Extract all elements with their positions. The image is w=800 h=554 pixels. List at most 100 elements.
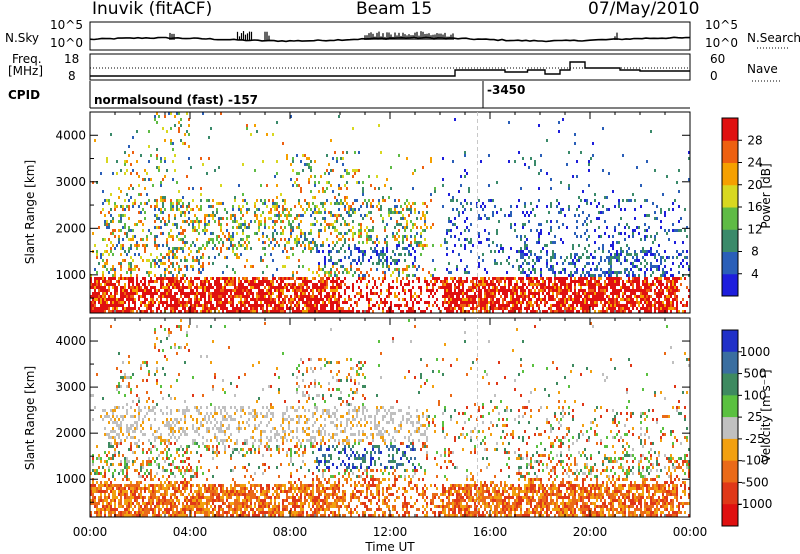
heat-cell — [490, 289, 492, 292]
heat-cell — [360, 295, 362, 298]
heat-cell — [560, 181, 562, 184]
heat-cell — [194, 220, 196, 223]
heat-cell — [496, 232, 498, 235]
heat-cell — [568, 274, 570, 277]
heat-cell — [290, 277, 292, 280]
heat-cell — [678, 205, 680, 208]
heat-cell — [104, 286, 106, 289]
heat-cell — [392, 235, 394, 238]
heat-cell — [372, 226, 374, 229]
heat-cell — [406, 265, 408, 268]
heat-cell — [334, 310, 336, 313]
heat-cell — [352, 310, 354, 313]
heat-cell — [276, 220, 278, 223]
heat-cell — [550, 298, 552, 301]
heat-cell — [372, 292, 374, 295]
heat-cell — [302, 286, 304, 289]
heat-cell — [632, 307, 634, 310]
heat-cell — [650, 130, 652, 133]
heat-cell — [404, 259, 406, 262]
heat-cell — [610, 274, 612, 277]
heat-cell — [330, 202, 332, 205]
heat-cell — [392, 211, 394, 214]
heat-cell — [180, 289, 182, 292]
heat-cell — [90, 304, 92, 307]
heat-cell — [414, 169, 416, 172]
heat-cell — [102, 289, 104, 292]
heat-cell — [624, 226, 626, 229]
heat-cell — [508, 286, 510, 289]
heat-cell — [512, 292, 514, 295]
heat-cell — [168, 289, 170, 292]
heat-cell — [320, 280, 322, 283]
heat-cell — [346, 172, 348, 175]
heat-cell — [114, 298, 116, 301]
heat-cell — [344, 220, 346, 223]
heat-cell — [632, 304, 634, 307]
heat-cell — [682, 298, 684, 301]
heat-cell — [520, 265, 522, 268]
heat-cell — [486, 301, 488, 304]
heat-cell — [172, 223, 174, 226]
heat-cell — [574, 283, 576, 286]
heat-cell — [150, 304, 152, 307]
heat-cell — [478, 199, 480, 202]
heat-cell — [500, 244, 502, 247]
heat-cell — [602, 304, 604, 307]
heat-cell — [598, 226, 600, 229]
heat-cell — [204, 217, 206, 220]
heat-cell — [426, 286, 428, 289]
heat-cell — [532, 280, 534, 283]
heat-cell — [618, 280, 620, 283]
heat-cell — [348, 295, 350, 298]
heat-cell — [562, 292, 564, 295]
heat-cell — [460, 292, 462, 295]
heat-cell — [660, 274, 662, 277]
heat-cell — [314, 241, 316, 244]
heat-cell — [532, 310, 534, 313]
heat-cell — [606, 310, 608, 313]
heat-cell — [514, 283, 516, 286]
heat-cell — [296, 214, 298, 217]
heat-cell — [556, 304, 558, 307]
heat-cell — [186, 259, 188, 262]
heat-cell — [384, 184, 386, 187]
heat-cell — [668, 280, 670, 283]
heat-cell — [118, 280, 120, 283]
heat-cell — [118, 277, 120, 280]
heat-cell — [294, 286, 296, 289]
heat-cell — [368, 307, 370, 310]
heat-cell — [148, 145, 150, 148]
heat-cell — [526, 307, 528, 310]
heat-cell — [586, 307, 588, 310]
heat-cell — [546, 262, 548, 265]
heat-cell — [654, 211, 656, 214]
heat-cell — [686, 250, 688, 253]
heat-cell — [632, 277, 634, 280]
heat-cell — [246, 307, 248, 310]
heat-cell — [280, 295, 282, 298]
heat-cell — [312, 283, 314, 286]
heat-cell — [198, 298, 200, 301]
heat-cell — [482, 259, 484, 262]
heat-cell — [638, 295, 640, 298]
heat-cell — [94, 280, 96, 283]
heat-cell — [376, 244, 378, 247]
heat-cell — [464, 280, 466, 283]
heat-cell — [590, 292, 592, 295]
heat-cell — [136, 247, 138, 250]
heat-cell — [106, 280, 108, 283]
heat-cell — [292, 184, 294, 187]
power-colorbar-label: Power [dB] — [759, 163, 773, 228]
heat-cell — [498, 298, 500, 301]
heat-cell — [536, 259, 538, 262]
heat-cell — [314, 298, 316, 301]
heat-cell — [292, 271, 294, 274]
heat-cell — [158, 217, 160, 220]
heat-cell — [130, 184, 132, 187]
heat-cell — [154, 289, 156, 292]
heat-cell — [642, 289, 644, 292]
heat-cell — [174, 217, 176, 220]
heat-cell — [518, 286, 520, 289]
heat-cell — [248, 208, 250, 211]
